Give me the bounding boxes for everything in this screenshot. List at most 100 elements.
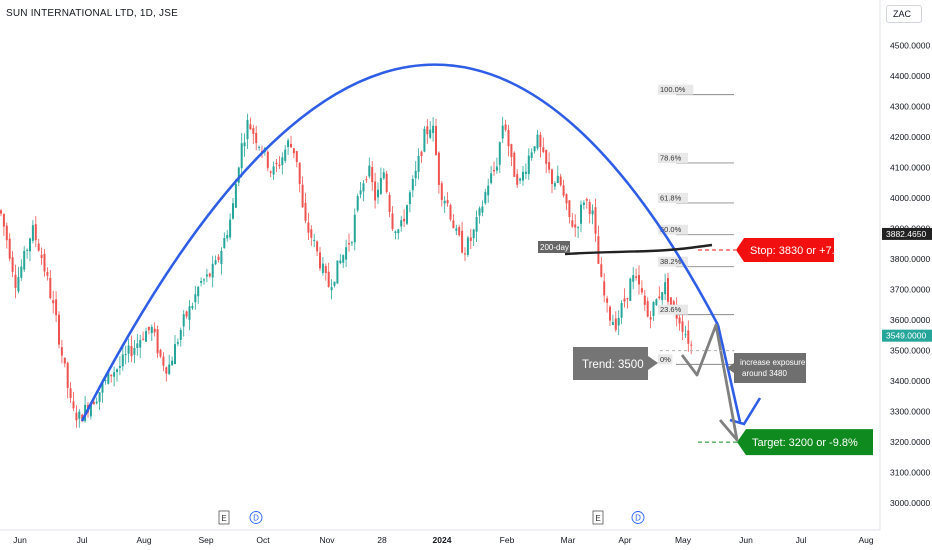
candle-body	[156, 329, 159, 354]
candle-body	[17, 277, 20, 292]
candle-body	[632, 275, 635, 282]
candle-body	[147, 326, 150, 331]
candle-body	[89, 404, 92, 417]
dividend-marker-label: D	[253, 514, 259, 523]
candle-body	[611, 322, 614, 326]
candle-body	[2, 214, 5, 227]
candle-body	[408, 192, 411, 204]
candle-body	[667, 277, 669, 302]
y-tick-label: 4300.0000	[890, 102, 930, 112]
fib-level-label: 100.0%	[660, 85, 686, 94]
candle-body	[272, 166, 275, 175]
fib-level-label: 78.6%	[660, 153, 682, 162]
candle-body	[400, 220, 403, 227]
candle-body	[452, 220, 455, 229]
candle-body	[165, 367, 168, 374]
candle-body	[533, 146, 536, 152]
x-tick-label: Jul	[77, 535, 88, 545]
y-tick-label: 4400.0000	[890, 71, 930, 81]
candle-body	[580, 204, 582, 224]
candle-body	[495, 166, 498, 171]
candle-body	[553, 183, 556, 187]
candle-body	[316, 241, 319, 252]
candle-body	[348, 243, 350, 245]
dividend-marker[interactable]	[249, 511, 263, 524]
candle-body	[391, 213, 394, 230]
ma-label: 200-day	[540, 243, 569, 252]
candle-body	[121, 354, 124, 367]
candle-body	[98, 392, 101, 402]
candle-body	[171, 360, 174, 366]
candle-body	[313, 239, 316, 241]
earnings-marker[interactable]	[218, 510, 230, 525]
candle-body	[510, 144, 513, 158]
candle-body	[591, 210, 594, 215]
candle-body	[188, 306, 191, 320]
candle-body	[464, 253, 466, 255]
candle-body	[182, 314, 185, 327]
candle-body	[556, 175, 559, 184]
candle-body	[600, 264, 603, 277]
candle-body	[429, 129, 432, 138]
candle-body	[246, 119, 249, 140]
candle-body	[466, 237, 469, 255]
candle-body	[295, 151, 298, 163]
candle-body	[362, 183, 365, 192]
y-tick-label: 4500.0000	[890, 41, 930, 51]
fib-level-label: 38.2%	[660, 257, 682, 266]
candle-body	[542, 147, 545, 153]
candle-body	[652, 301, 655, 316]
target-label: Target: 3200 or -9.8%	[752, 437, 858, 449]
candle-body	[661, 292, 664, 301]
candle-body	[345, 247, 348, 260]
candle-body	[472, 229, 475, 239]
candle-body	[640, 288, 643, 293]
candle-body	[437, 152, 440, 185]
candle-body	[672, 301, 675, 307]
candle-body	[205, 274, 208, 277]
candle-body	[0, 210, 2, 214]
candle-body	[435, 126, 437, 155]
candle-body	[403, 218, 406, 222]
candle-body	[342, 255, 345, 263]
fib-label-bg	[658, 84, 694, 95]
candle-body	[130, 346, 133, 357]
candle-body	[211, 263, 214, 278]
fib-label-bg	[658, 192, 688, 203]
x-tick-label: Mar	[561, 535, 576, 545]
candle-body	[43, 253, 46, 272]
candle-body	[577, 227, 580, 229]
fib-label-bg	[658, 224, 688, 235]
fib-level-label: 50.0%	[660, 225, 682, 234]
earnings-marker[interactable]	[592, 510, 604, 525]
exposure-note-line2: around 3480	[742, 369, 787, 378]
candle-body	[524, 171, 527, 174]
candle-body	[37, 243, 40, 251]
candle-body	[307, 222, 310, 233]
candle-body	[72, 401, 75, 409]
candle-body	[269, 171, 272, 173]
y-tick-label: 3300.0000	[890, 407, 930, 417]
candle-body	[548, 162, 551, 170]
ma-price-tag: 3882.4650	[886, 229, 926, 239]
candle-body	[426, 126, 429, 135]
candle-body	[333, 281, 336, 286]
y-tick-label: 3500.0000	[890, 346, 930, 356]
candle-body	[536, 134, 539, 149]
candle-body	[493, 170, 495, 172]
candle-body	[179, 330, 182, 340]
candle-body	[461, 230, 464, 253]
candle-body	[594, 207, 597, 234]
candle-body	[629, 278, 632, 301]
candle-body	[658, 296, 661, 299]
candle-body	[174, 344, 176, 365]
candle-body	[52, 300, 55, 304]
candle-body	[620, 302, 623, 318]
candle-body	[145, 331, 147, 342]
candle-body	[278, 164, 281, 167]
currency-selector[interactable]: ZAC	[886, 5, 922, 23]
x-tick-label: Sep	[198, 535, 213, 545]
dividend-marker[interactable]	[631, 511, 645, 524]
dividend-marker-label: D	[635, 514, 641, 523]
